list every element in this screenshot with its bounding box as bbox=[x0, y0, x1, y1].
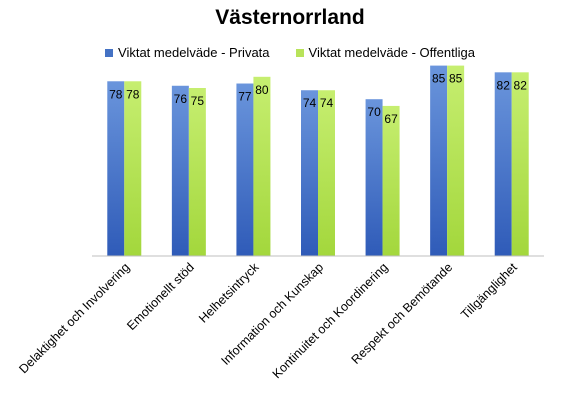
data-label-privata-2: 77 bbox=[238, 90, 252, 104]
bar-offentliga-4 bbox=[382, 105, 400, 256]
bar-privata-3 bbox=[301, 90, 318, 257]
legend-item-offentliga: Viktat medelväde - Offentliga bbox=[295, 45, 475, 60]
bar-offentliga-6 bbox=[511, 72, 529, 256]
data-label-offentliga-5: 85 bbox=[449, 72, 463, 86]
bar-privata-5 bbox=[430, 65, 448, 256]
data-label-offentliga-4: 67 bbox=[384, 112, 398, 126]
data-label-privata-1: 76 bbox=[174, 92, 188, 106]
data-label-offentliga-1: 75 bbox=[191, 94, 205, 108]
category-label-1: Emotionellt stöd bbox=[124, 260, 197, 333]
bar-privata-4 bbox=[365, 99, 383, 256]
chart-title: Västernorrland bbox=[215, 6, 365, 29]
bar-offentliga-2 bbox=[253, 76, 271, 256]
legend-item-privata: Viktat medelväde - Privata bbox=[105, 45, 270, 60]
category-label-0: Delaktighet och Involvering bbox=[16, 260, 132, 376]
legend-swatch-privata bbox=[105, 48, 114, 57]
bar-privata-0 bbox=[107, 81, 125, 256]
bar-offentliga-0 bbox=[124, 81, 142, 256]
data-label-privata-4: 70 bbox=[367, 105, 381, 119]
data-label-privata-0: 78 bbox=[109, 87, 123, 101]
bar-offentliga-1 bbox=[188, 88, 206, 256]
data-label-offentliga-3: 74 bbox=[320, 96, 334, 110]
data-label-offentliga-0: 78 bbox=[126, 87, 140, 101]
bar-privata-1 bbox=[171, 85, 189, 256]
bar-privata-2 bbox=[236, 83, 254, 257]
legend-label-privata: Viktat medelväde - Privata bbox=[118, 45, 270, 60]
data-label-privata-3: 74 bbox=[303, 96, 317, 110]
bar-offentliga-3 bbox=[318, 90, 335, 257]
legend: Viktat medelväde - Privata Viktat medelv… bbox=[0, 45, 580, 60]
category-label-6: Tillgänglighet bbox=[458, 260, 520, 322]
legend-swatch-offentliga bbox=[295, 48, 304, 57]
category-label-2: Helhetsintryck bbox=[196, 260, 262, 326]
data-label-privata-5: 85 bbox=[432, 72, 446, 86]
bars-group: 78 78 76 75 77 80 74 74 70 67 85 85 82 82 bbox=[107, 65, 529, 257]
data-label-offentliga-6: 82 bbox=[514, 78, 528, 92]
legend-label-offentliga: Viktat medelväde - Offentliga bbox=[308, 45, 475, 60]
bar-privata-6 bbox=[494, 72, 512, 256]
data-label-privata-6: 82 bbox=[497, 78, 511, 92]
category-label-4: Kontinuitet och Koordinering bbox=[270, 260, 391, 381]
bar-offentliga-5 bbox=[447, 65, 465, 256]
data-label-offentliga-2: 80 bbox=[255, 83, 269, 97]
